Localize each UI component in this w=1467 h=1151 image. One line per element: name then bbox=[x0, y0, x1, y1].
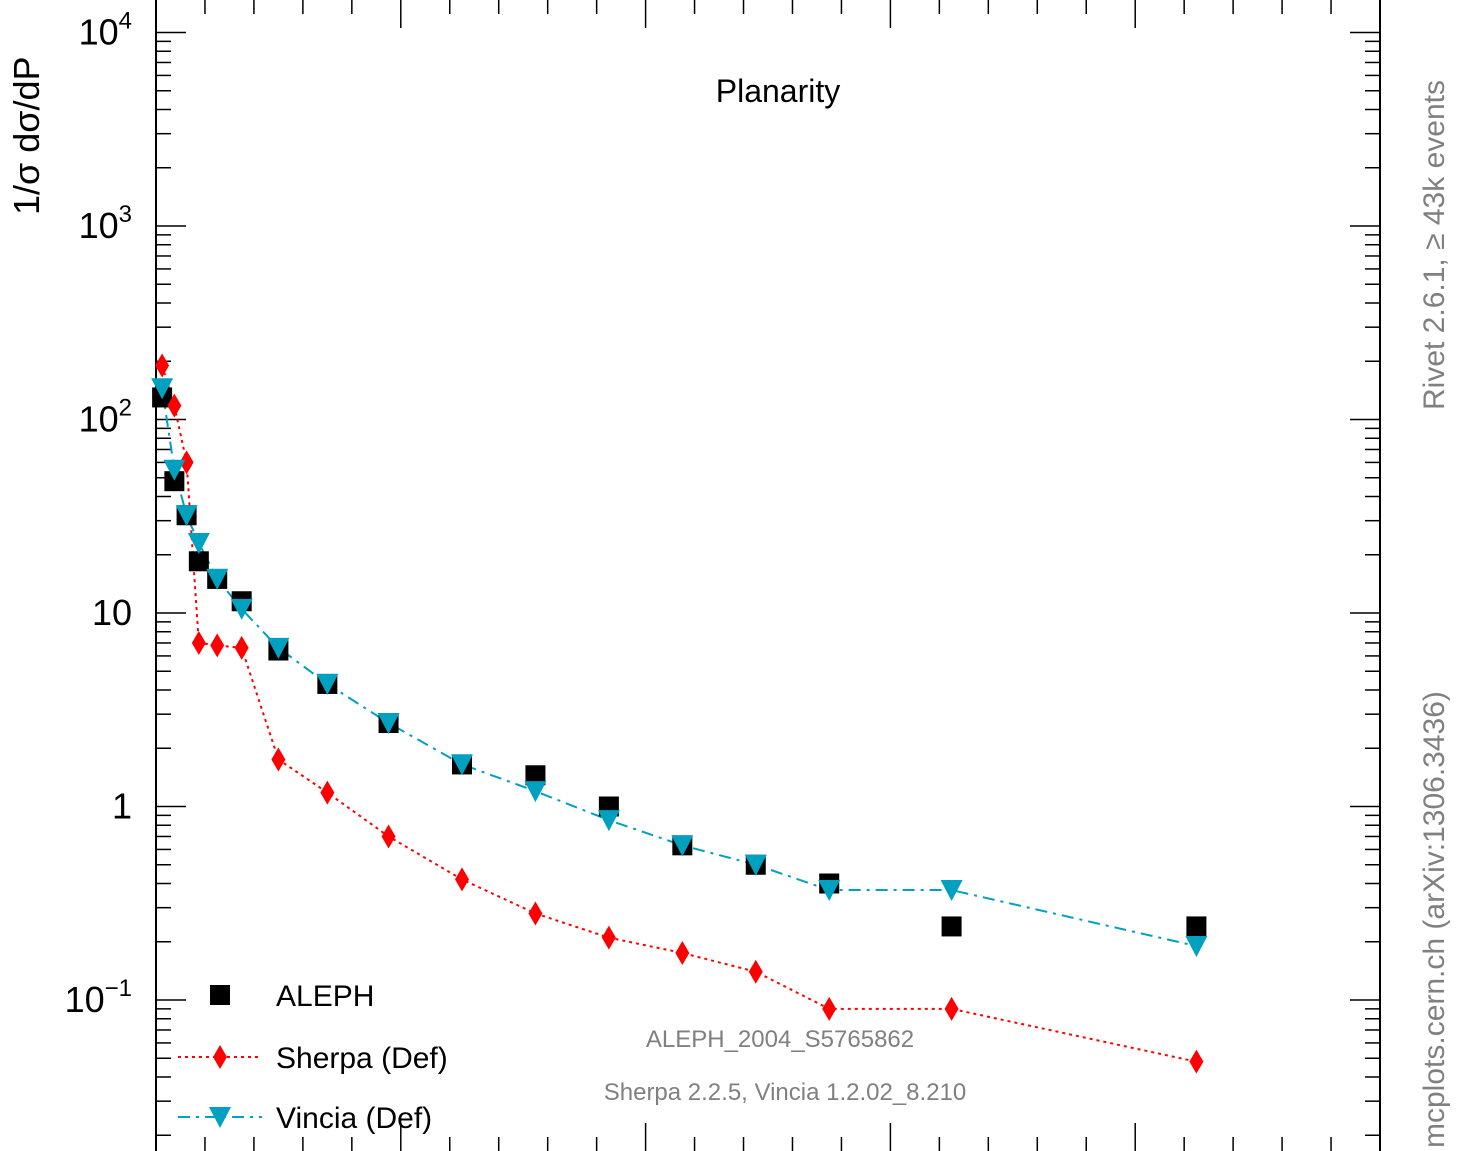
aleph-point bbox=[525, 765, 546, 786]
y-axis-ticks bbox=[156, 31, 1380, 1137]
aleph-point bbox=[164, 471, 185, 492]
sherpa-def-point bbox=[528, 901, 543, 926]
chart-title: Planarity bbox=[716, 73, 841, 109]
sherpa-def-point bbox=[675, 940, 690, 965]
sherpa-def-point bbox=[822, 996, 837, 1021]
vincia-def-point bbox=[316, 673, 339, 695]
vincia-def-point bbox=[818, 880, 841, 902]
y-tick-label-exponent: 3 bbox=[119, 201, 132, 228]
sherpa-def-point bbox=[191, 630, 206, 655]
vincia-def-point bbox=[1185, 936, 1208, 958]
legend-label-sherpa-def: Sherpa (Def) bbox=[276, 1042, 448, 1075]
aleph-point bbox=[188, 551, 209, 572]
y-tick-label-mantissa: 10 bbox=[92, 592, 132, 633]
sherpa-def-point bbox=[455, 867, 469, 892]
y-tick-label-mantissa: 1 bbox=[112, 786, 132, 827]
y-axis-label: 1/σ dσ/dP bbox=[6, 56, 47, 215]
sherpa-def-point bbox=[234, 635, 249, 660]
analysis-id-label: ALEPH_2004_S5765862 bbox=[646, 1026, 914, 1053]
vincia-def-point bbox=[451, 754, 473, 776]
sherpa-def-point bbox=[381, 824, 396, 849]
vincia-def-point bbox=[524, 781, 547, 803]
sherpa-def-point bbox=[748, 959, 763, 984]
vincia-def-point bbox=[206, 568, 229, 590]
aleph-point bbox=[1186, 916, 1207, 937]
vincia-def-point bbox=[377, 713, 400, 735]
plot-frame bbox=[155, 0, 1381, 1151]
y-tick-label-mantissa: 10 bbox=[79, 205, 119, 246]
aleph-point bbox=[941, 916, 962, 937]
sherpa-def-point bbox=[155, 353, 170, 378]
series-markers bbox=[151, 353, 1208, 1074]
y-tick-label-mantissa: 10 bbox=[79, 399, 119, 440]
legend-marker-sherpa-def bbox=[213, 1045, 227, 1069]
y-tick-label-exponent: 2 bbox=[119, 395, 132, 422]
rivet-events-label: Rivet 2.6.1, ≥ 43k events bbox=[1418, 80, 1451, 410]
y-tick-label-mantissa: 10 bbox=[65, 979, 105, 1020]
sherpa-def-point bbox=[944, 996, 959, 1021]
y-tick-label: 104 bbox=[79, 8, 132, 53]
sherpa-def-point bbox=[601, 925, 616, 950]
vincia-def-point bbox=[175, 505, 198, 527]
sherpa-def-point bbox=[320, 780, 335, 805]
vincia-def-point bbox=[671, 835, 694, 857]
legend-marker-aleph bbox=[210, 985, 230, 1005]
sherpa-def-point bbox=[1189, 1049, 1204, 1074]
legend-label-vincia-def: Vincia (Def) bbox=[276, 1102, 432, 1135]
vincia-def-point bbox=[744, 854, 767, 876]
vincia-def-point bbox=[187, 533, 210, 555]
y-tick-label-exponent: −1 bbox=[105, 975, 132, 1002]
series-line-vincia-def bbox=[161, 388, 1197, 948]
vincia-def-point bbox=[267, 637, 290, 659]
y-tick-label-exponent: 4 bbox=[119, 8, 132, 35]
y-tick-label: 103 bbox=[79, 201, 132, 246]
y-tick-label-mantissa: 10 bbox=[79, 12, 119, 53]
generator-versions-label: Sherpa 2.2.5, Vincia 1.2.02_8.210 bbox=[604, 1079, 967, 1106]
legend-marker-vincia-def bbox=[209, 1107, 231, 1128]
sherpa-def-point bbox=[271, 747, 286, 772]
vincia-def-point bbox=[163, 459, 186, 481]
vincia-def-point bbox=[940, 880, 963, 902]
vincia-def-point bbox=[230, 598, 253, 620]
mcplots-citation-label: mcplots.cern.ch (arXiv:1306.3436) bbox=[1418, 691, 1451, 1148]
sherpa-def-point bbox=[167, 393, 182, 418]
sherpa-def-point bbox=[210, 633, 225, 658]
vincia-def-point bbox=[151, 378, 174, 400]
x-axis-ticks bbox=[204, 0, 1332, 1151]
y-tick-label: 10 bbox=[92, 592, 132, 633]
legend: ALEPH Sherpa (Def) Vincia (Def) bbox=[178, 980, 448, 1135]
legend-label-aleph: ALEPH bbox=[276, 980, 374, 1013]
y-tick-label: 10−1 bbox=[65, 975, 132, 1020]
sherpa-def-point bbox=[179, 450, 194, 475]
y-tick-label: 102 bbox=[79, 395, 132, 440]
y-tick-label: 1 bbox=[112, 786, 132, 827]
vincia-def-point bbox=[597, 810, 620, 832]
